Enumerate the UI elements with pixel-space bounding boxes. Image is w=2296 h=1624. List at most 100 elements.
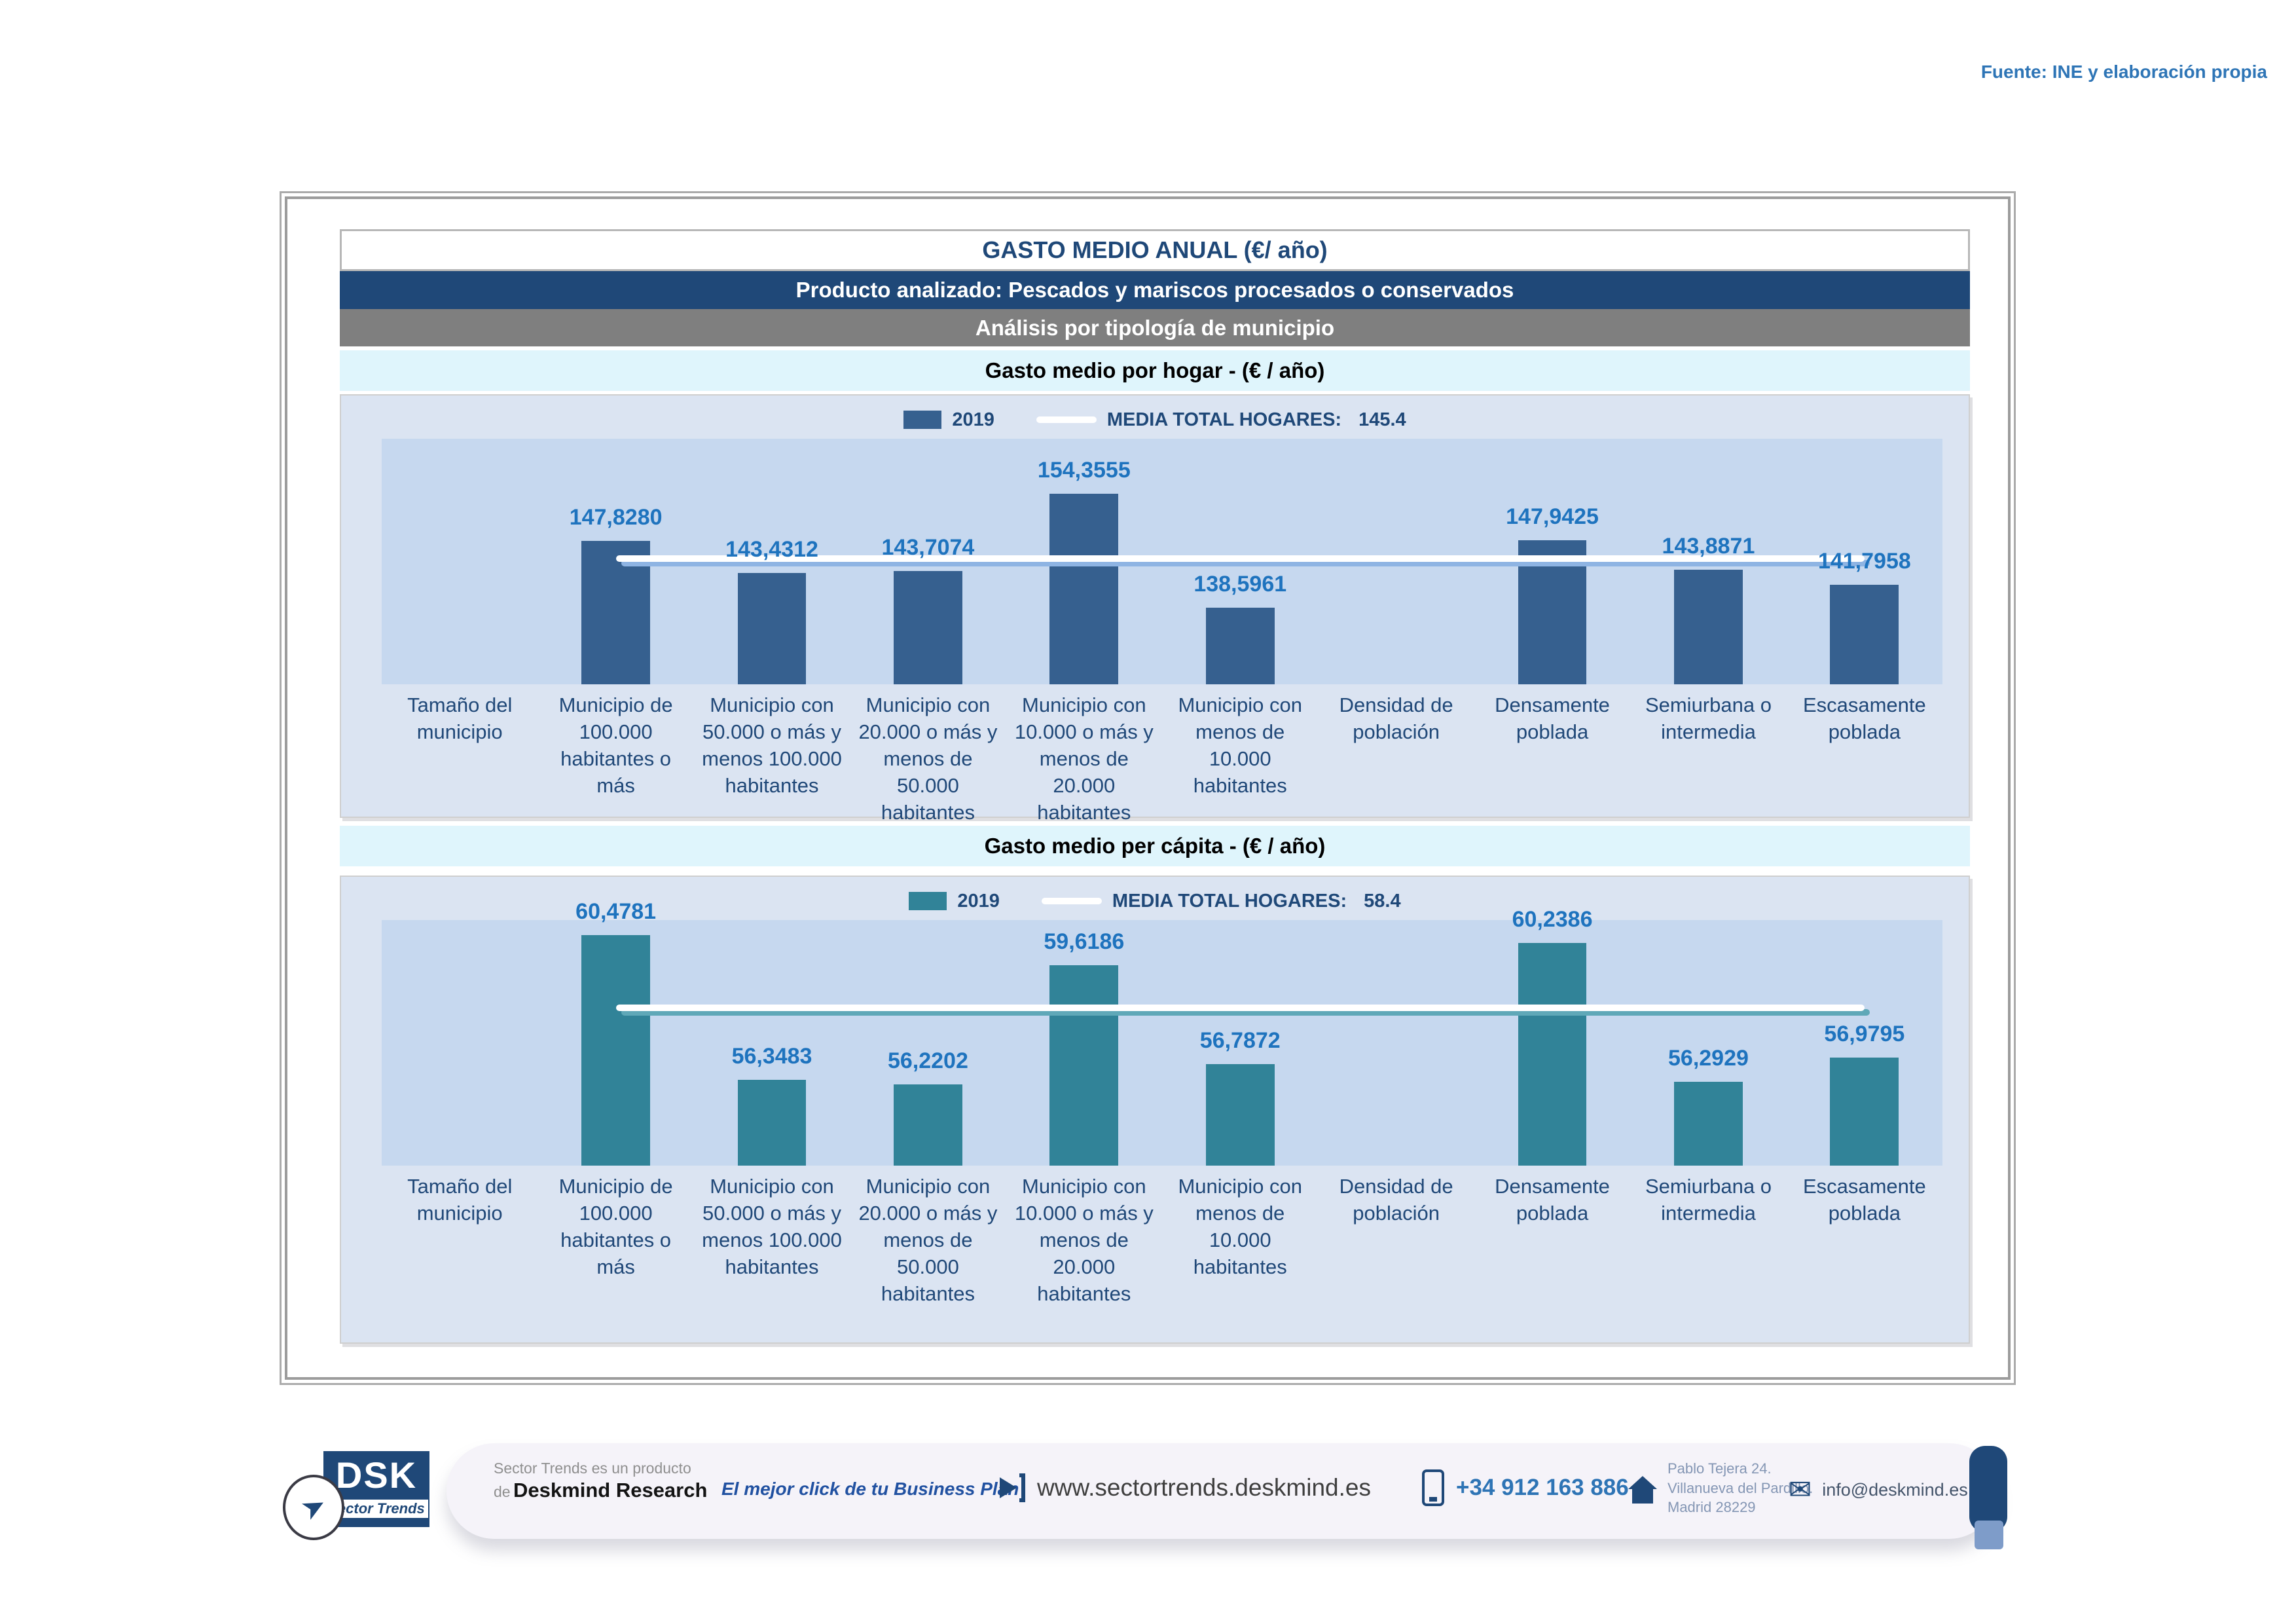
- bar-value-label: 141,7958: [1817, 548, 1911, 574]
- bar-value-label: 56,9795: [1824, 1022, 1905, 1047]
- report-content: GASTO MEDIO ANUAL (€/ año) Producto anal…: [340, 229, 1970, 1344]
- category-label: Municipio con 50.000 o más y menos 100.0…: [702, 1175, 842, 1278]
- legend-series-swatch: [909, 892, 947, 910]
- bar-slot: 56,2929: [1630, 920, 1786, 1166]
- legend-hogar: 2019 MEDIA TOTAL HOGARES: 145.4: [341, 403, 1969, 436]
- bar: [1674, 1081, 1743, 1166]
- category-label: Municipio con 50.000 o más y menos 100.0…: [702, 693, 842, 797]
- legend-media-line-swatch: [1041, 898, 1102, 904]
- footer-email-group: ✉ info@deskmind.es: [1789, 1476, 1968, 1504]
- legend-media-value: 145.4: [1358, 409, 1406, 430]
- bar-slot: 56,2202: [850, 920, 1006, 1166]
- report-frame-inner: GASTO MEDIO ANUAL (€/ año) Producto anal…: [285, 196, 2011, 1380]
- bar: [1518, 943, 1587, 1166]
- dsk-logo-ellipse: ➤: [283, 1475, 344, 1540]
- category-label: Municipio con menos de 10.000 habitantes: [1178, 693, 1302, 797]
- bar-value-label: 56,7872: [1199, 1028, 1281, 1054]
- bar-slot: 56,7872: [1162, 920, 1318, 1166]
- category-label: Municipio con 10.000 o más y menos de 20…: [1014, 1175, 1154, 1305]
- category-label: Escasamente poblada: [1802, 1175, 1926, 1225]
- bar-value-label: 138,5961: [1194, 572, 1287, 597]
- bar: [737, 1079, 807, 1166]
- dsk-logo-sector-trends: Sector Trends: [323, 1498, 429, 1519]
- category-label: Municipio con menos de 10.000 habitantes: [1178, 1175, 1302, 1278]
- bar-slot: 143,7074: [850, 439, 1006, 684]
- category-label: Densidad de población: [1339, 1175, 1453, 1225]
- bar-value-label: 147,9425: [1506, 504, 1599, 530]
- fuente-note: Fuente: INE y elaboración propia: [1980, 62, 2267, 82]
- category-label: Densidad de población: [1339, 693, 1453, 743]
- bar-slot: 60,2386: [1474, 907, 1630, 1166]
- home-icon: [1628, 1476, 1657, 1504]
- report-title: GASTO MEDIO ANUAL (€/ año): [340, 229, 1970, 271]
- category-label: Municipio con 20.000 o más y menos de 50…: [858, 1175, 998, 1305]
- bar: [1674, 569, 1743, 684]
- bar-value-label: 60,4781: [575, 898, 657, 924]
- legend-media-item: MEDIA TOTAL HOGARES: 145.4: [1036, 409, 1406, 431]
- legend-series-swatch: [903, 411, 942, 429]
- legend-media-line-swatch: [1036, 416, 1097, 423]
- email-link[interactable]: info@deskmind.es: [1822, 1479, 1968, 1500]
- bar-slot: 154,3555: [1006, 439, 1162, 684]
- bar-slot: 59,6186: [1006, 920, 1162, 1166]
- address-line2: Villanueva del Pardillo.: [1667, 1479, 1813, 1496]
- legend-series-label: 2019: [952, 409, 994, 430]
- category-label: Densamente poblada: [1495, 1175, 1610, 1225]
- bar-value-label: 143,7074: [881, 534, 975, 560]
- dsk-logo-box: DSK: [323, 1451, 429, 1498]
- footer-end-cap-square: [1975, 1521, 2003, 1549]
- category-label: Semiurbana o intermedia: [1645, 693, 1772, 743]
- bar: [581, 934, 651, 1166]
- footer: Sector Trends es un producto de Deskmind…: [446, 1443, 1997, 1539]
- dsk-logo: DSK Sector Trends ➤: [283, 1451, 437, 1543]
- legend-series-item: 2019: [909, 891, 1000, 912]
- bar-value-label: 143,8871: [1662, 533, 1755, 559]
- legend-media-label: MEDIA TOTAL HOGARES:: [1112, 890, 1347, 912]
- bar-slot: 60,4781: [538, 899, 693, 1166]
- footer-end-cap: [1969, 1446, 2007, 1532]
- bar-slot: [382, 439, 538, 684]
- footer-website-group: www.sectortrends.deskmind.es: [1000, 1473, 1371, 1502]
- legend-capita: 2019 MEDIA TOTAL HOGARES: 58.4: [341, 885, 1969, 917]
- category-label: Densamente poblada: [1495, 693, 1610, 743]
- bar: [1049, 494, 1119, 684]
- bar-slot: [1318, 920, 1474, 1166]
- bar: [1830, 584, 1899, 684]
- bar: [1049, 965, 1119, 1166]
- analysis-band: Análisis por tipología de municipio: [340, 309, 1970, 346]
- bar-value-label: 59,6186: [1044, 929, 1125, 954]
- bar: [1205, 608, 1275, 684]
- bar-value-label: 60,2386: [1512, 907, 1593, 932]
- website-arrow-icon: [1000, 1473, 1025, 1502]
- report-frame: GASTO MEDIO ANUAL (€/ año) Producto anal…: [280, 191, 2016, 1385]
- bar: [1205, 1064, 1275, 1166]
- footer-product-note: Sector Trends es un producto de Deskmind…: [494, 1459, 707, 1504]
- footer-phone-group: +34 912 163 886: [1422, 1469, 1629, 1506]
- bar-slot: 143,4312: [694, 439, 850, 684]
- footer-product-line1: Sector Trends es un producto: [494, 1460, 691, 1477]
- bar-value-label: 56,3483: [731, 1043, 812, 1069]
- bar: [1518, 540, 1587, 684]
- bar-value-label: 56,2929: [1668, 1045, 1749, 1071]
- bar: [893, 1084, 962, 1166]
- legend-series-label: 2019: [957, 890, 1000, 912]
- paper-plane-icon: ➤: [295, 1486, 333, 1528]
- category-row-hogar: Tamaño del municipio Municipio de 100.000…: [382, 692, 1942, 826]
- phone-number: +34 912 163 886: [1456, 1475, 1629, 1500]
- bar: [737, 572, 807, 684]
- footer-address-group: Pablo Tejera 24. Villanueva del Pardillo…: [1628, 1459, 1813, 1517]
- legend-series-item: 2019: [903, 409, 994, 431]
- plot-area-capita: 60,4781 56,3483 56,2202 59,6186 56,7872 60,23…: [382, 899, 1942, 1166]
- address-line3: Madrid 28229: [1667, 1499, 1756, 1516]
- category-label: Tamaño del municipio: [407, 1175, 513, 1225]
- legend-media-label: MEDIA TOTAL HOGARES:: [1106, 409, 1342, 430]
- bar-slot: 147,9425: [1474, 439, 1630, 684]
- bar-slot: 141,7958: [1787, 439, 1942, 684]
- website-link[interactable]: www.sectortrends.deskmind.es: [1037, 1474, 1371, 1501]
- category-label: Semiurbana o intermedia: [1645, 1175, 1772, 1225]
- bar-slot: [382, 920, 538, 1166]
- address: Pablo Tejera 24. Villanueva del Pardillo…: [1667, 1459, 1813, 1517]
- bar-value-label: 154,3555: [1037, 458, 1131, 483]
- mail-icon: ✉: [1789, 1473, 1812, 1505]
